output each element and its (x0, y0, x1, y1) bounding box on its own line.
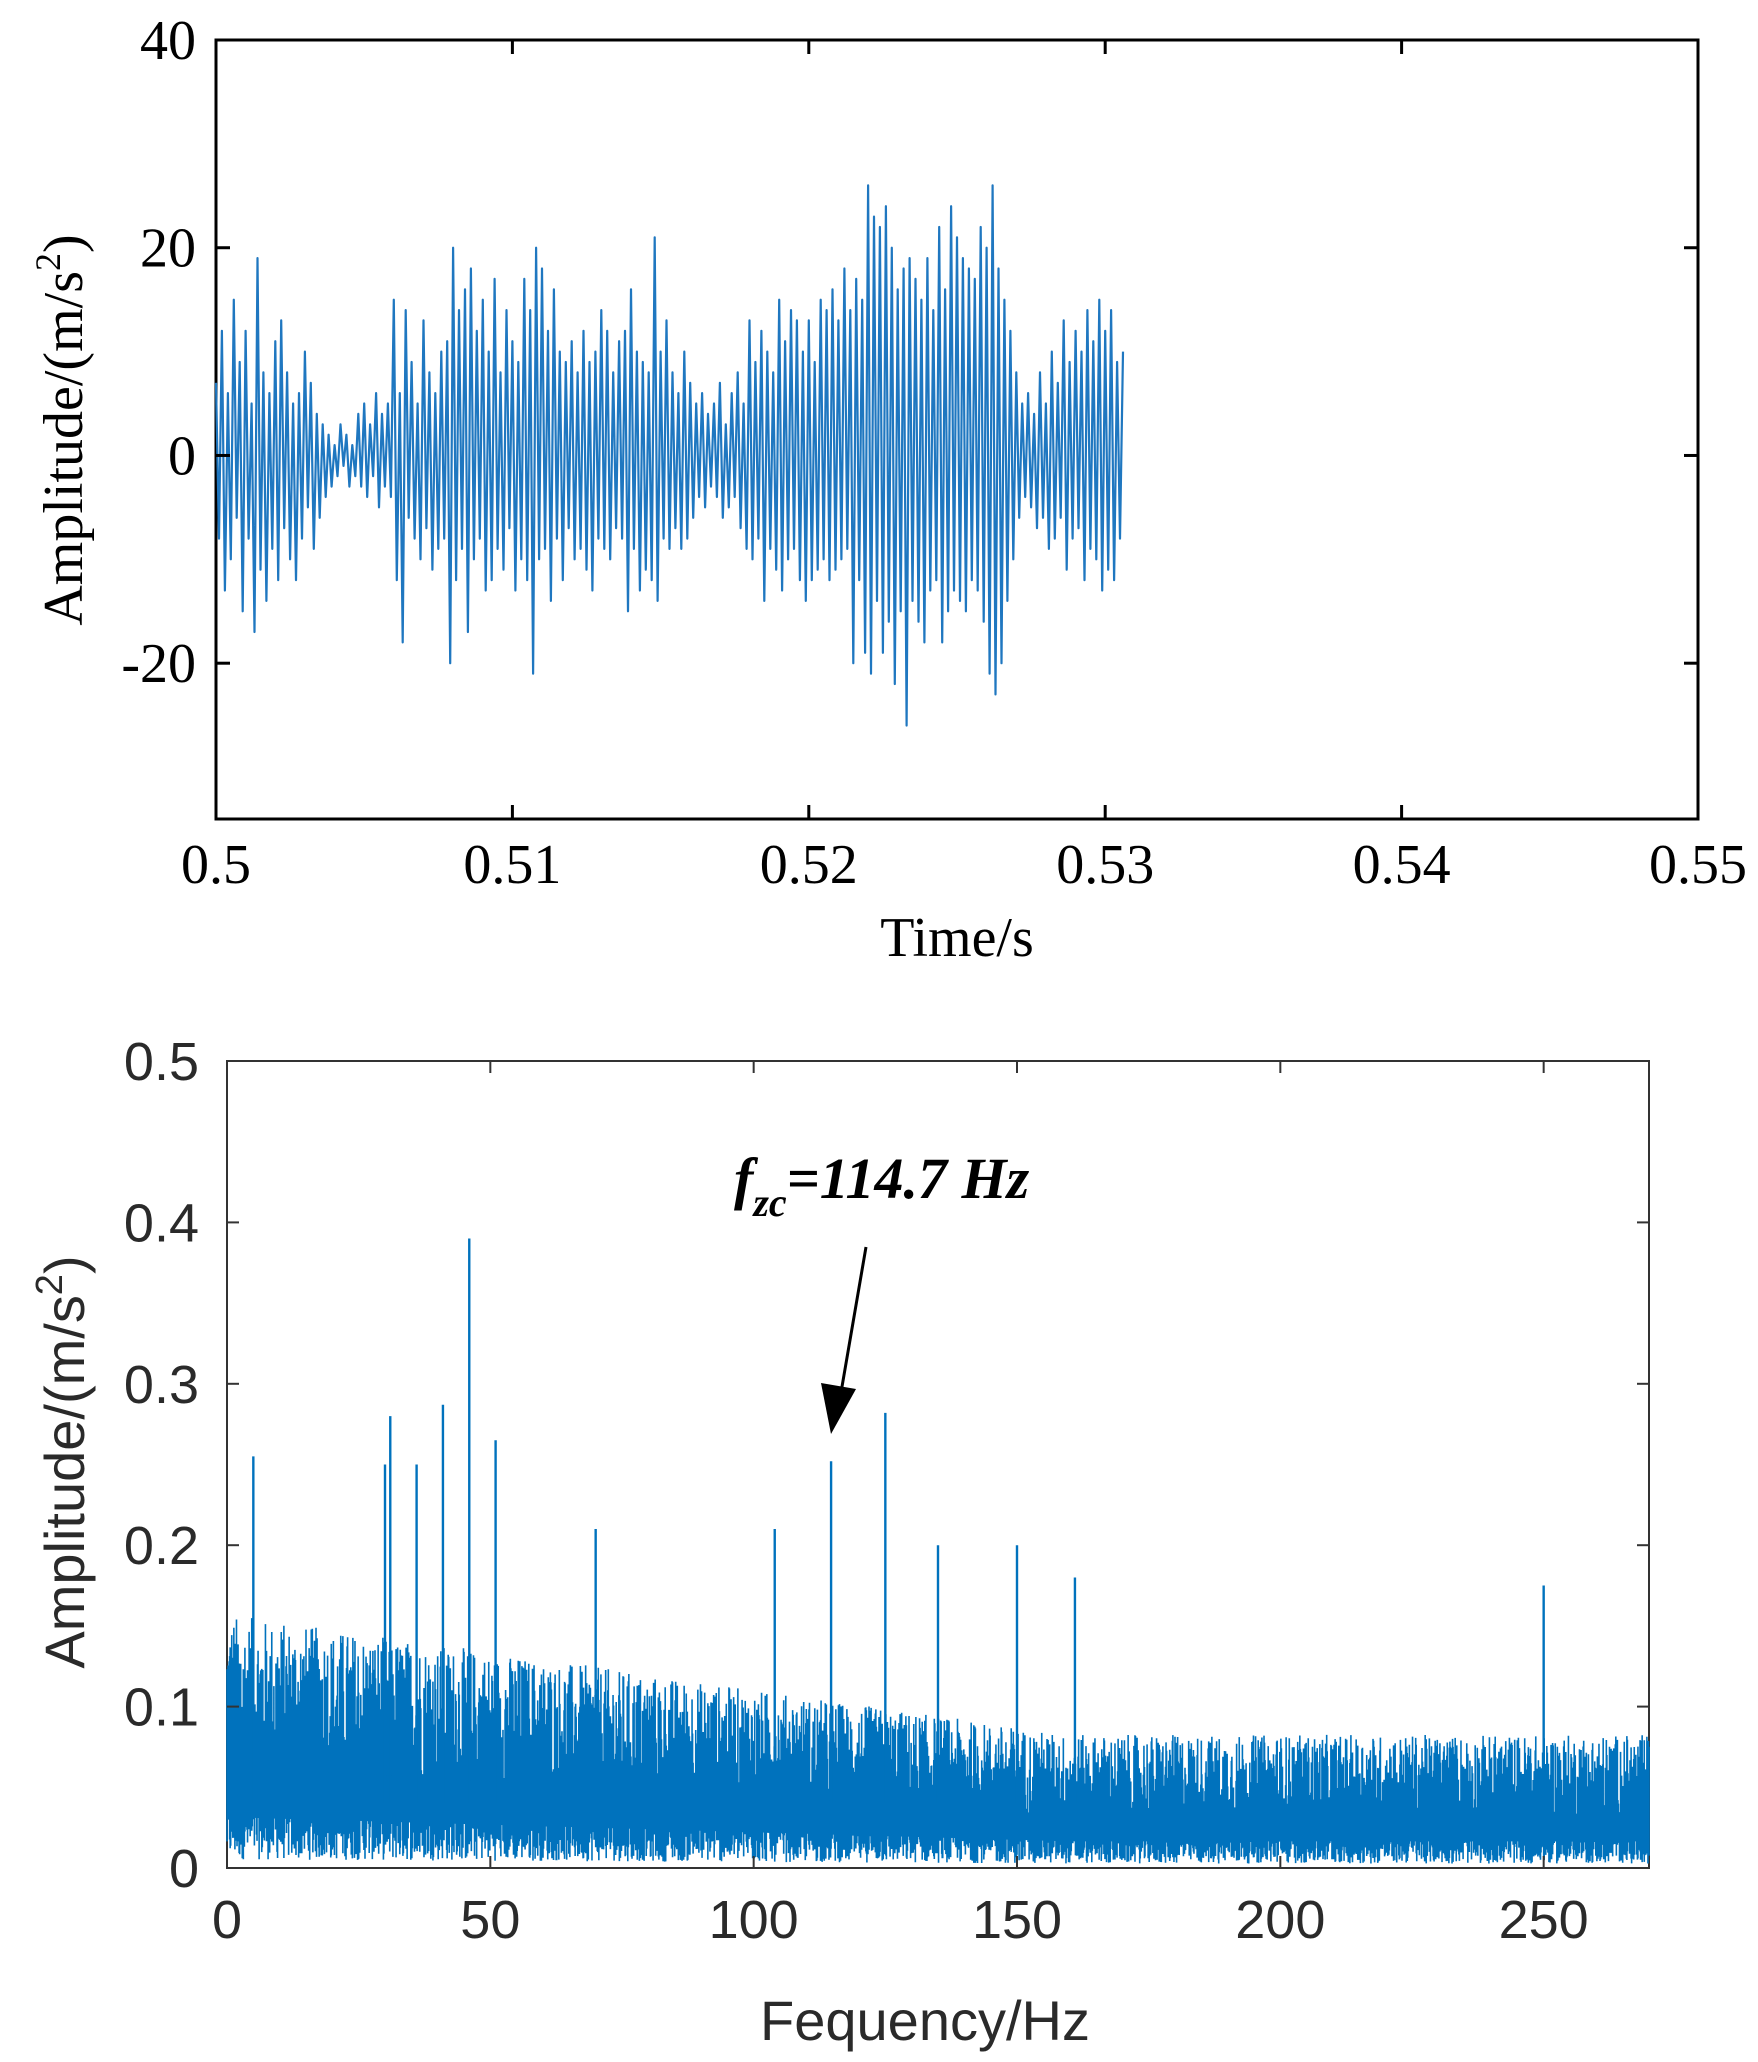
time-x-tick-label: 0.5 (181, 834, 251, 896)
spectrum-y-tick-label: 0.3 (124, 1355, 199, 1415)
time-x-tick-label: 0.51 (463, 834, 561, 896)
spectrum-x-tick-label: 50 (460, 1890, 520, 1950)
time-x-tick-label: 0.54 (1353, 834, 1451, 896)
time-x-tick-label: 0.52 (760, 834, 858, 896)
spectrum-y-tick-label: 0.2 (124, 1516, 199, 1576)
spectrum-x-tick-label: 200 (1235, 1890, 1325, 1950)
peak-annotation: fzc=114.7 Hz (734, 1146, 1030, 1434)
spectrum-x-tick-label: 150 (972, 1890, 1062, 1950)
spectrum-y-tick-label: 0.1 (124, 1678, 199, 1738)
time-y-tick-label: -20 (121, 633, 196, 695)
time-chart-x-axis-label: Time/s (880, 907, 1034, 969)
spectrum-dense-band (227, 1766, 1649, 1842)
spectrum-chart-x-ticks: 0 50 100 150 200 250 (212, 1061, 1589, 1950)
spectrum-x-tick-label: 250 (1499, 1890, 1589, 1950)
time-x-tick-label: 0.53 (1056, 834, 1154, 896)
spectrum-chart-x-axis-label: Fequency/Hz (760, 1989, 1090, 2052)
time-chart-y-axis-label: Amplitude/(m/s2) (28, 234, 95, 625)
time-x-tick-label: 0.55 (1649, 834, 1747, 896)
spectrum-y-tick-label: 0.4 (124, 1193, 199, 1253)
time-chart-x-ticks: 0.5 0.51 0.52 0.53 0.54 0.55 (181, 40, 1747, 896)
time-chart-plot-area (214, 38, 1700, 821)
spectrum-chart-y-axis-label: Amplitude/(m/s2) (29, 1255, 96, 1668)
spectrum-chart: 0 50 100 150 200 250 0 0.1 0.2 0.3 0.4 0.5 Fequenc… (29, 1032, 1650, 2052)
spectrum-y-tick-label: 0 (169, 1839, 199, 1899)
spectrum-x-tick-label: 100 (709, 1890, 799, 1950)
time-signal-series (214, 184, 1125, 727)
spectrum-chart-y-ticks: 0 0.1 0.2 0.3 0.4 0.5 (124, 1032, 1649, 1899)
peak-annotation-arrow-shaft (836, 1246, 868, 1411)
spectrum-y-tick-label: 0.5 (124, 1032, 199, 1092)
peak-annotation-arrow-head (821, 1383, 856, 1434)
spectrum-x-tick-label: 0 (212, 1890, 242, 1950)
time-y-tick-label: 20 (140, 218, 196, 280)
peak-annotation-label: fzc=114.7 Hz (734, 1146, 1030, 1225)
time-signal-line (214, 184, 1125, 727)
time-y-tick-label: 0 (168, 425, 196, 487)
time-y-tick-label: 40 (140, 10, 196, 72)
spectrum-series (226, 1238, 1650, 1864)
time-chart-y-ticks: -20 0 20 40 (121, 10, 1698, 695)
